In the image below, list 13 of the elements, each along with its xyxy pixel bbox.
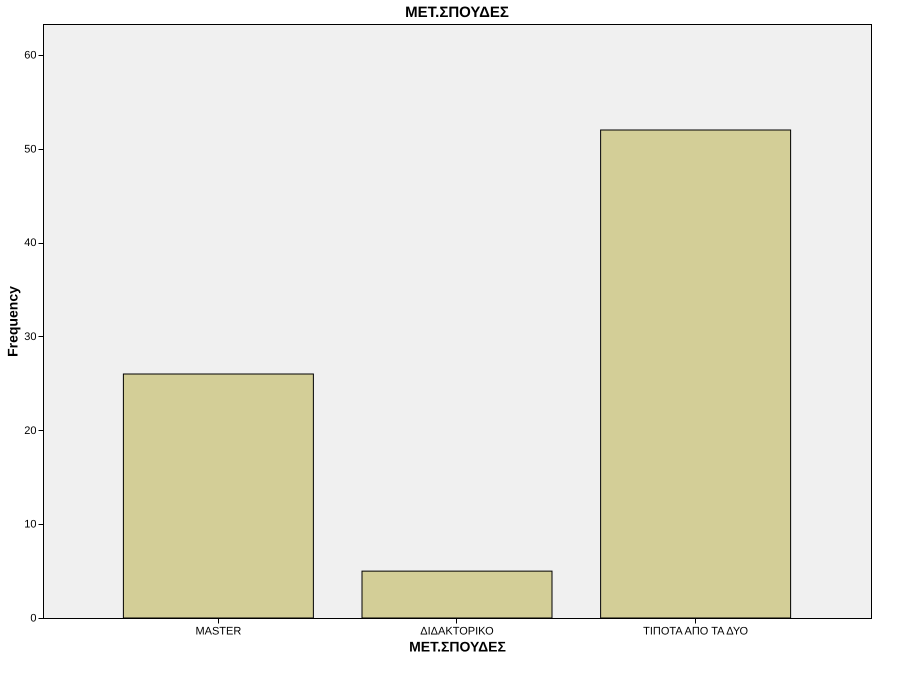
y-tick-label: 0	[30, 612, 36, 624]
y-axis-title: Frequency	[4, 286, 20, 357]
chart-title: ΜΕΤ.ΣΠΟΥΔΕΣ	[405, 4, 509, 21]
y-tick-label: 30	[24, 330, 36, 343]
y-tick-label: 10	[24, 518, 36, 531]
x-tick-label: MASTER	[195, 626, 242, 638]
y-tick-label: 60	[24, 49, 36, 62]
x-tick-label: ΤΙΠΟΤΑ ΑΠΟ ΤΑ ΔΥΟ	[643, 626, 749, 638]
y-tick-label: 40	[24, 237, 36, 250]
x-tick-label: ΔΙΔΑΚΤΟΡΙΚΟ	[420, 626, 494, 638]
y-tick-label: 20	[24, 424, 36, 437]
y-tick-label: 50	[24, 143, 36, 156]
x-axis-title: ΜΕΤ.ΣΠΟΥΔΕΣ	[409, 638, 506, 654]
